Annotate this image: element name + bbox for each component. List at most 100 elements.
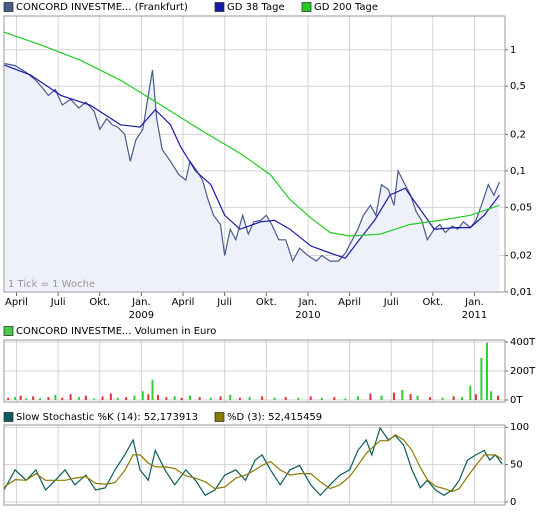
volume-bar [441, 397, 444, 400]
series-line [3, 31, 500, 237]
volume-bar [297, 397, 300, 400]
volume-bar [69, 394, 72, 400]
volume-bar [151, 379, 154, 400]
volume-bar [261, 396, 264, 400]
volume-bar [141, 391, 144, 400]
y-tick-label: 0,01 [510, 287, 532, 298]
series-line [3, 426, 503, 497]
volume-bar [133, 395, 136, 400]
x-tick-label: Okt. [89, 297, 110, 308]
volume-bar [93, 398, 96, 400]
legend-label: CONCORD INVESTME... Volumen in Euro [16, 326, 216, 337]
volume-bar [490, 391, 493, 400]
volume-bar [273, 397, 276, 400]
legend-swatch [3, 412, 14, 422]
volume-bar [380, 395, 383, 400]
legend-label: GD 38 Tage [227, 2, 285, 13]
year-label: 2009 [129, 310, 154, 321]
y-tick-label: 1 [510, 45, 516, 56]
y-tick-label: 0,1 [510, 166, 526, 177]
y-tick-label: 100 [510, 422, 529, 433]
volume-bar [32, 396, 35, 400]
legend-label: Slow Stochastic %K (14): 52,173913 [16, 412, 198, 423]
x-tick-label: Okt. [256, 297, 277, 308]
volume-bar [198, 397, 201, 400]
legend-label: GD 200 Tage [314, 2, 378, 13]
volume-bar [485, 342, 488, 400]
volume-bar [84, 395, 87, 400]
year-label: 2010 [295, 310, 320, 321]
volume-bar [147, 394, 150, 400]
volume-bar [219, 396, 222, 400]
volume-bar [188, 395, 191, 400]
series-line [3, 433, 503, 493]
volume-bar [409, 394, 412, 400]
volume-bar [356, 396, 359, 400]
volume-bar [173, 396, 176, 400]
volume-bar [369, 393, 372, 400]
volume-bar [416, 395, 419, 400]
volume-bar [284, 397, 287, 400]
volume-bar [14, 397, 17, 400]
volume-bar [7, 397, 10, 400]
y-tick-label: 0,2 [510, 129, 526, 140]
volume-bar [19, 395, 22, 400]
legend-swatch [301, 2, 312, 12]
volume-bar [452, 396, 455, 400]
volume-bar [429, 397, 432, 400]
x-tick-label: Juli [383, 297, 399, 308]
x-tick-label: Okt. [422, 297, 443, 308]
volume-bar [469, 385, 472, 400]
y-tick-label: 0 [510, 497, 516, 508]
series-line [3, 62, 500, 263]
y-tick-label: 50 [510, 460, 523, 471]
volume-bar [392, 392, 395, 400]
volume-bar [39, 398, 42, 400]
volume-bar [47, 397, 50, 400]
year-label: 2011 [462, 310, 487, 321]
volume-bar [401, 389, 404, 400]
volume-bar [344, 398, 347, 400]
annotation: 1 Tick = 1 Woche [8, 279, 95, 290]
x-tick-label: Jan. [298, 297, 318, 308]
volume-bar [238, 397, 241, 400]
legend-swatch [3, 326, 14, 336]
volume-bar [77, 397, 80, 400]
legend-label: %D (3): 52,415459 [227, 412, 322, 423]
volume-bar [248, 397, 251, 400]
legend-swatch [3, 2, 14, 12]
volume-bar [157, 394, 160, 400]
volume-bar [165, 397, 168, 400]
legend-swatch [214, 412, 225, 422]
volume-bar [180, 397, 183, 400]
volume-bar [474, 394, 477, 400]
volume-bar [209, 397, 212, 400]
volume-bar [320, 397, 323, 400]
volume-bar [229, 394, 232, 400]
volume-bar [460, 397, 463, 400]
volume-bar [25, 398, 28, 400]
y-tick-label: 0,5 [510, 81, 526, 92]
legend-label: CONCORD INVESTME... (Frankfurt) [16, 2, 188, 13]
y-tick-label: 0T [510, 395, 523, 406]
x-tick-label: Juli [50, 297, 66, 308]
volume-bar [109, 393, 112, 400]
volume-bar [480, 357, 483, 400]
plot-border [3, 339, 506, 403]
series-line [3, 64, 500, 259]
x-tick-label: Jan. [464, 297, 484, 308]
volume-bar [116, 397, 119, 400]
volume-bar [125, 397, 128, 400]
x-tick-label: April [338, 297, 361, 308]
y-tick-label: 200T [510, 366, 536, 377]
volume-bar [333, 397, 336, 400]
legend-swatch [214, 2, 225, 12]
x-tick-label: April [172, 297, 195, 308]
y-tick-label: 0,05 [510, 202, 532, 213]
volume-bar [61, 397, 64, 400]
plot-border [3, 15, 506, 293]
volume-bar [309, 396, 312, 400]
y-tick-label: 400T [510, 337, 536, 348]
x-tick-label: April [5, 297, 28, 308]
